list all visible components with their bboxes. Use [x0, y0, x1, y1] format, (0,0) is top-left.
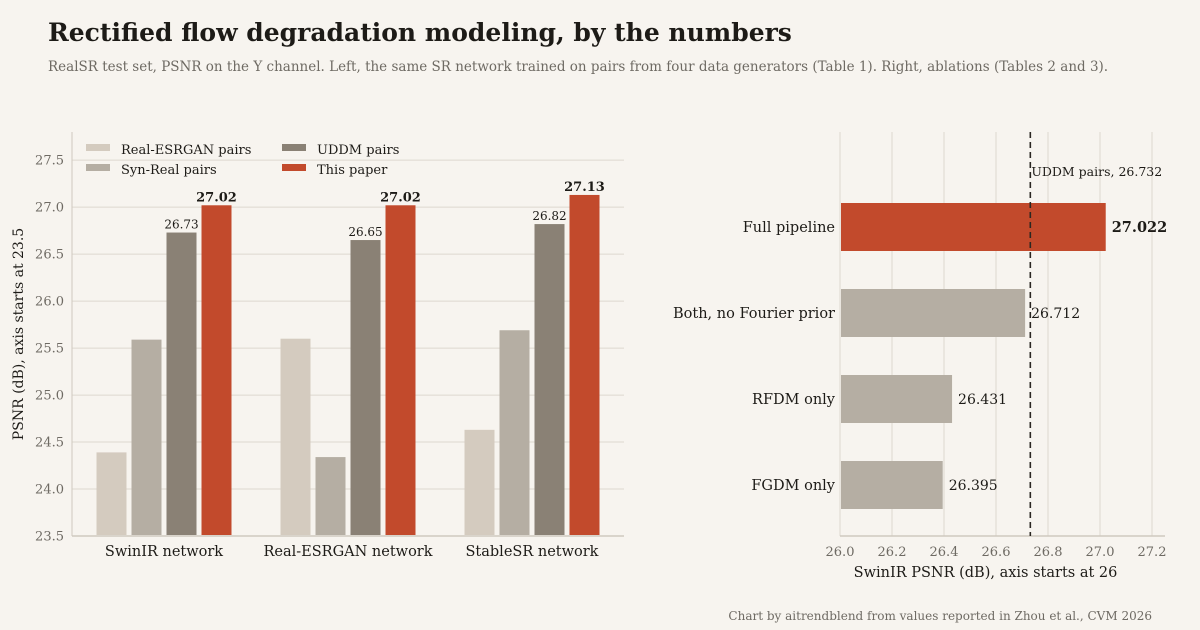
x-category-label: Real-ESRGAN network: [263, 544, 432, 560]
bar-real-esrgan-pairs: [464, 429, 495, 535]
data-label: 27.13: [564, 180, 605, 195]
x-tick-label: 27.0: [1086, 545, 1115, 560]
grouped-bar-chart: 23.5 24.0 24.5 25.0 25.5 26.0 26.5 27.0 27.5 PSNR…: [11, 132, 624, 560]
legend-label: UDDM pairs: [317, 143, 399, 158]
ablation-bar: [841, 375, 953, 423]
x-tick-label: 26.2: [878, 545, 907, 560]
value-label: 27.022: [1112, 219, 1168, 236]
y-tick-label: 27.0: [35, 201, 64, 216]
x-tick-label: 27.2: [1138, 545, 1167, 560]
chart-credit: Chart by aitrendblend from values report…: [728, 609, 1152, 623]
y-tick-label: 23.5: [35, 530, 64, 545]
x-tick-label: 26.6: [982, 545, 1011, 560]
bar-syn-real-pairs: [315, 457, 346, 535]
ablation-bar: [841, 289, 1026, 337]
y-tick-label: 26.5: [35, 248, 64, 263]
legend-swatch: [86, 164, 110, 171]
y-tick-label: 24.5: [35, 436, 64, 451]
x-tick-label: 26.0: [826, 545, 855, 560]
bar-real-esrgan-pairs: [96, 452, 127, 535]
category-label: FGDM only: [751, 478, 835, 494]
bar-this-paper: [569, 194, 600, 535]
y-axis-label: PSNR (dB), axis starts at 23.5: [11, 228, 27, 440]
value-label: 26.395: [949, 478, 998, 494]
page-title: Rectified flow degradation modeling, by …: [48, 18, 792, 47]
y-tick-label: 25.0: [35, 389, 64, 404]
bar-this-paper: [201, 205, 232, 535]
x-tick-label: 26.8: [1034, 545, 1063, 560]
legend-swatch: [282, 144, 306, 151]
x-category-label: SwinIR network: [105, 544, 223, 560]
ablation-bar-chart: 26.0 26.2 26.4 26.6 26.8 27.0 27.2 SwinIR PSNR …: [673, 132, 1168, 581]
category-label: Full pipeline: [743, 220, 835, 236]
ablation-bar: [841, 461, 943, 509]
bar-syn-real-pairs: [131, 339, 162, 535]
x-tick-label: 26.4: [930, 545, 959, 560]
data-label: 26.82: [532, 209, 566, 223]
category-label: RFDM only: [752, 392, 836, 408]
y-tick-label: 26.0: [35, 295, 64, 310]
bar-syn-real-pairs: [499, 330, 530, 535]
legend-swatch: [86, 144, 110, 151]
ablation-bar: [841, 203, 1106, 251]
bar-uddm-pairs: [534, 224, 565, 536]
y-tick-label: 25.5: [35, 342, 64, 357]
y-tick-label: 24.0: [35, 483, 64, 498]
legend-swatch: [282, 164, 306, 171]
data-label: 27.02: [380, 190, 421, 205]
bar-uddm-pairs: [350, 240, 381, 535]
data-label: 27.02: [196, 190, 237, 205]
y-tick-label: 27.5: [35, 154, 64, 169]
data-label: 26.65: [348, 225, 382, 239]
x-category-label: StableSR network: [466, 544, 599, 560]
legend-label: Syn-Real pairs: [121, 163, 217, 178]
legend-label: Real-ESRGAN pairs: [121, 143, 251, 158]
x-axis-label: SwinIR PSNR (dB), axis starts at 26: [854, 565, 1118, 581]
reference-line-label: UDDM pairs, 26.732: [1031, 164, 1162, 179]
bar-uddm-pairs: [166, 232, 197, 536]
value-label: 26.712: [1031, 306, 1080, 322]
bar-this-paper: [385, 205, 416, 535]
category-label: Both, no Fourier prior: [673, 306, 835, 322]
bar-real-esrgan-pairs: [280, 338, 311, 535]
legend-label: This paper: [317, 163, 388, 178]
data-label: 26.73: [164, 218, 198, 232]
value-label: 26.431: [958, 392, 1007, 408]
page-subtitle: RealSR test set, PSNR on the Y channel. …: [48, 59, 1109, 75]
